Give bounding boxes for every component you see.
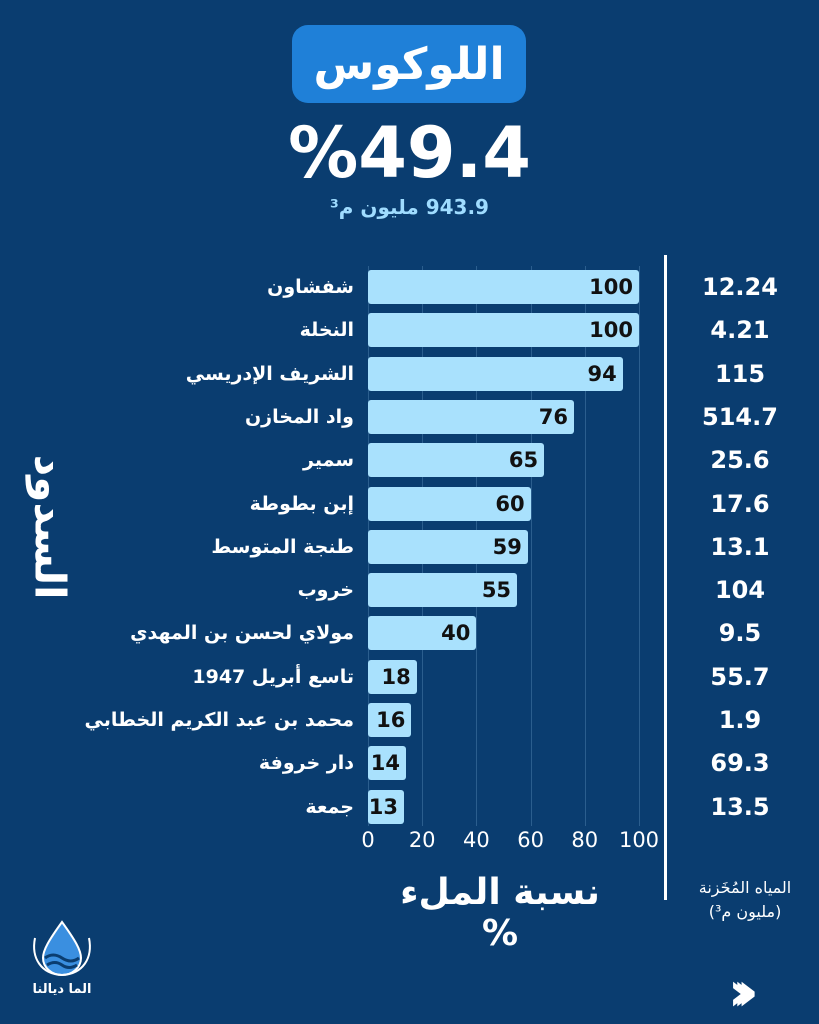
stored-value: 55.7 [710,662,770,691]
bar: 100 [368,270,639,304]
stored-value: 13.5 [710,792,770,821]
divider [664,255,667,900]
x-axis-label: نسبة الملء % [400,872,600,954]
bar: 13 [368,789,404,824]
fill-percentage: %49.4 [288,112,531,194]
x-tick-label: 20 [408,828,436,852]
dam-name: تاسع أبريل 1947 [192,665,354,688]
dam-name: النخلة [299,319,354,342]
x-tick-label: 60 [517,828,544,852]
logo-text: الما ديالنا [32,982,92,997]
stored-value: 4.21 [710,316,770,345]
stored-label: المياه المُخَزنة [698,878,792,897]
dam-name: دار خروفة [258,752,354,775]
stored-column-label: المياه المُخَزنة (مليون م³) [680,876,810,924]
gridline [530,266,532,826]
bar: 16 [368,703,412,737]
x-tick-label: 80 [571,828,599,852]
dam-name: محمد بن عبد الكريم الخطابي [84,709,354,731]
stored-value: 514.7 [702,402,778,431]
dam-name: طنجة المتوسط [211,535,354,558]
bar: 40 [368,616,477,651]
bar: 55 [368,573,518,608]
dam-name: خروب [297,579,354,602]
stored-value: 104 [714,576,766,605]
stored-value: 69.3 [710,749,770,778]
dam-name: جمعة [305,795,354,818]
x-tick-label: 0 [361,828,375,852]
dam-name: الشريف الإدريسي [185,362,354,385]
bar: 59 [368,529,528,564]
stored-value: 12.24 [702,273,778,301]
stored-value: 9.5 [718,619,762,648]
x-tick-label: 40 [463,828,490,852]
basin-title-text: اللوكوس [313,38,505,90]
stored-value: 1.9 [718,706,762,734]
bar: 76 [368,399,574,434]
bar: 14 [368,746,406,781]
gridline [584,266,586,826]
dam-name: سمير [303,449,354,472]
stored-value: 25.6 [710,446,770,475]
gridline [639,266,640,826]
stored-value: 115 [714,359,766,388]
logo: الما ديالنا [22,918,102,997]
x-tick-label: 100 [618,828,660,852]
basin-title: اللوكوس [292,25,526,103]
stored-value: 17.6 [710,489,770,518]
dam-name: واد المخازن [244,405,354,428]
water-drop-logo-icon [33,920,91,977]
bar: 18 [368,659,417,694]
bar: 100 [368,313,639,348]
stored-unit: (مليون م³) [708,902,782,921]
dam-name: شفشاون [267,276,354,298]
y-axis-label: السدود [25,454,75,600]
bar: 65 [368,443,545,478]
bar: 94 [368,356,623,391]
stored-value: 13.1 [710,532,770,561]
dam-name: مولاي لحسن بن المهدي [130,622,354,645]
dam-name: إبن بطوطة [249,492,354,515]
chevrons-right-icon[interactable]: ››› [728,960,758,1023]
bar: 60 [368,486,531,521]
total-volume: 943.9 مليون م³ [330,195,489,219]
